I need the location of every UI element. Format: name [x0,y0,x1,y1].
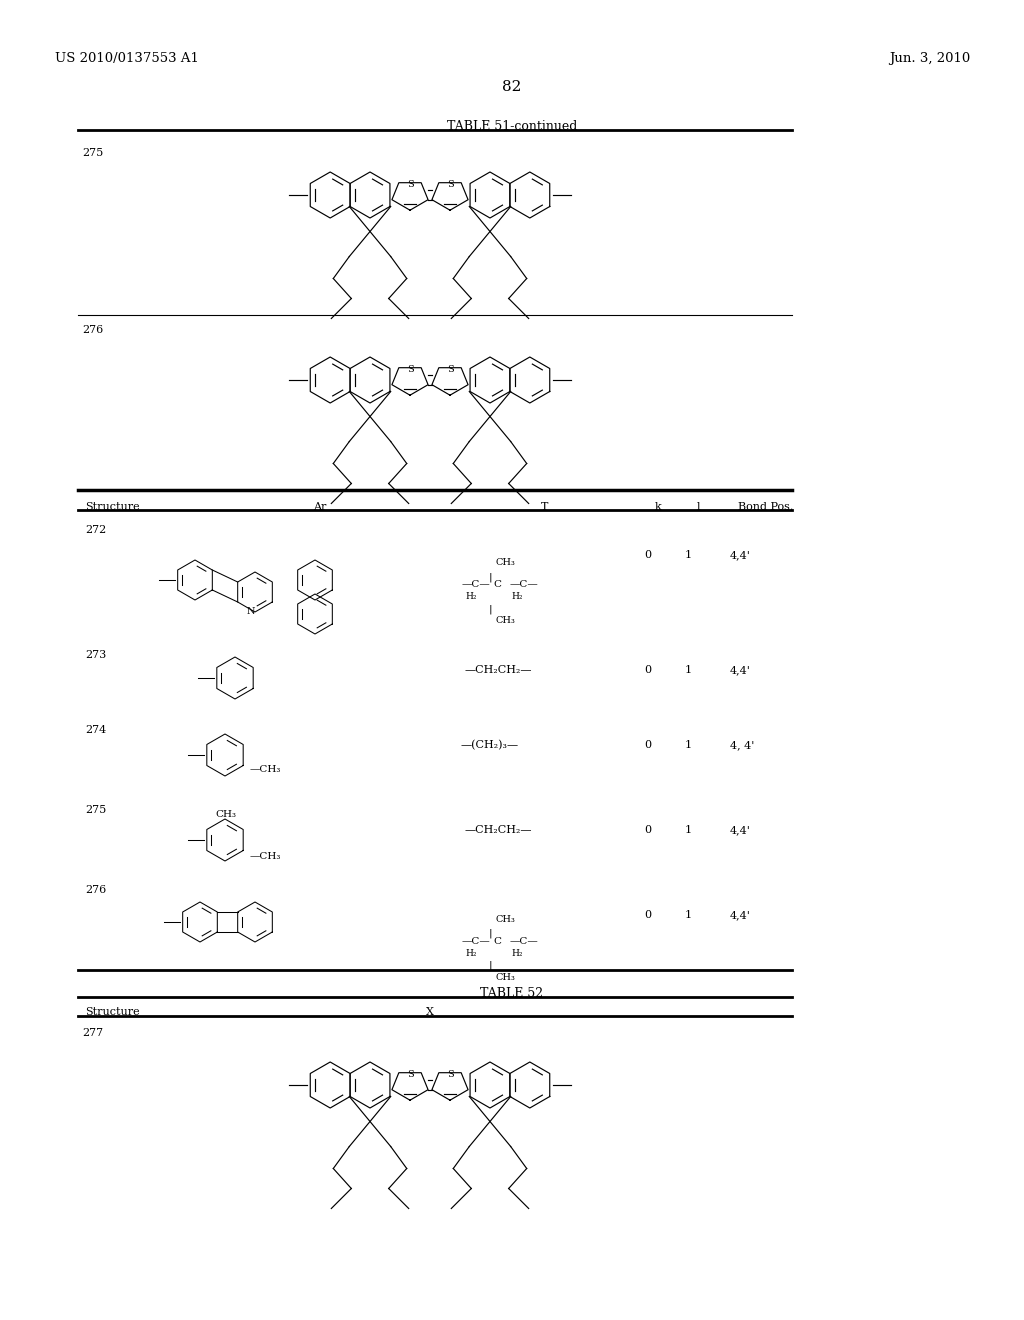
Text: T: T [542,502,549,512]
Text: Structure: Structure [85,502,139,512]
Text: —C—: —C— [510,579,539,589]
Text: US 2010/0137553 A1: US 2010/0137553 A1 [55,51,199,65]
Text: —CH₃: —CH₃ [250,766,282,774]
Text: —C—: —C— [462,937,490,946]
Text: 4,4': 4,4' [730,665,751,675]
Text: CH₃: CH₃ [495,616,515,624]
Text: —CH₂CH₂—: —CH₂CH₂— [464,665,531,675]
Text: 4,4': 4,4' [730,550,751,560]
Text: TABLE 52: TABLE 52 [480,987,544,1001]
Text: Jun. 3, 2010: Jun. 3, 2010 [889,51,970,65]
Text: 272: 272 [85,525,106,535]
Text: CH₃: CH₃ [495,915,515,924]
Text: l: l [696,502,699,512]
Text: 1: 1 [684,550,691,560]
Text: 276: 276 [82,325,103,335]
Text: CH₃: CH₃ [495,973,515,982]
Text: |: | [488,961,492,970]
Text: 273: 273 [85,649,106,660]
Text: —CH₂CH₂—: —CH₂CH₂— [464,825,531,836]
Text: |: | [488,929,492,939]
Text: Structure: Structure [85,1007,139,1016]
Text: S: S [446,180,454,189]
Text: 276: 276 [85,884,106,895]
Text: 0: 0 [644,825,651,836]
Text: TABLE 51-continued: TABLE 51-continued [446,120,578,133]
Text: 275: 275 [82,148,103,158]
Text: |: | [488,605,492,614]
Text: C: C [493,579,501,589]
Text: S: S [446,1071,454,1078]
Text: C: C [493,937,501,946]
Text: N: N [247,607,255,616]
Text: k: k [654,502,662,512]
Text: 277: 277 [82,1028,103,1038]
Text: H₂: H₂ [511,949,522,958]
Text: CH₃: CH₃ [215,810,236,818]
Text: H₂: H₂ [511,591,522,601]
Text: 1: 1 [684,741,691,750]
Text: CH₃: CH₃ [495,558,515,568]
Text: H₂: H₂ [465,591,476,601]
Text: 0: 0 [644,665,651,675]
Text: S: S [407,366,414,374]
Text: 275: 275 [85,805,106,814]
Text: 82: 82 [503,81,521,94]
Text: 0: 0 [644,550,651,560]
Text: S: S [407,180,414,189]
Text: 274: 274 [85,725,106,735]
Text: S: S [446,366,454,374]
Text: —C—: —C— [510,937,539,946]
Text: H₂: H₂ [465,949,476,958]
Text: 1: 1 [684,909,691,920]
Text: 4,4': 4,4' [730,909,751,920]
Text: 1: 1 [684,665,691,675]
Text: 4,4': 4,4' [730,825,751,836]
Text: S: S [407,1071,414,1078]
Text: Ar: Ar [313,502,327,512]
Text: X: X [426,1007,434,1016]
Text: |: | [488,572,492,582]
Text: 0: 0 [644,741,651,750]
Text: —CH₃: —CH₃ [250,851,282,861]
Text: —(CH₂)₃—: —(CH₂)₃— [461,741,519,750]
Text: 4, 4': 4, 4' [730,741,755,750]
Text: 1: 1 [684,825,691,836]
Text: —C—: —C— [462,579,490,589]
Text: 0: 0 [644,909,651,920]
Text: Bond Pos.: Bond Pos. [738,502,794,512]
